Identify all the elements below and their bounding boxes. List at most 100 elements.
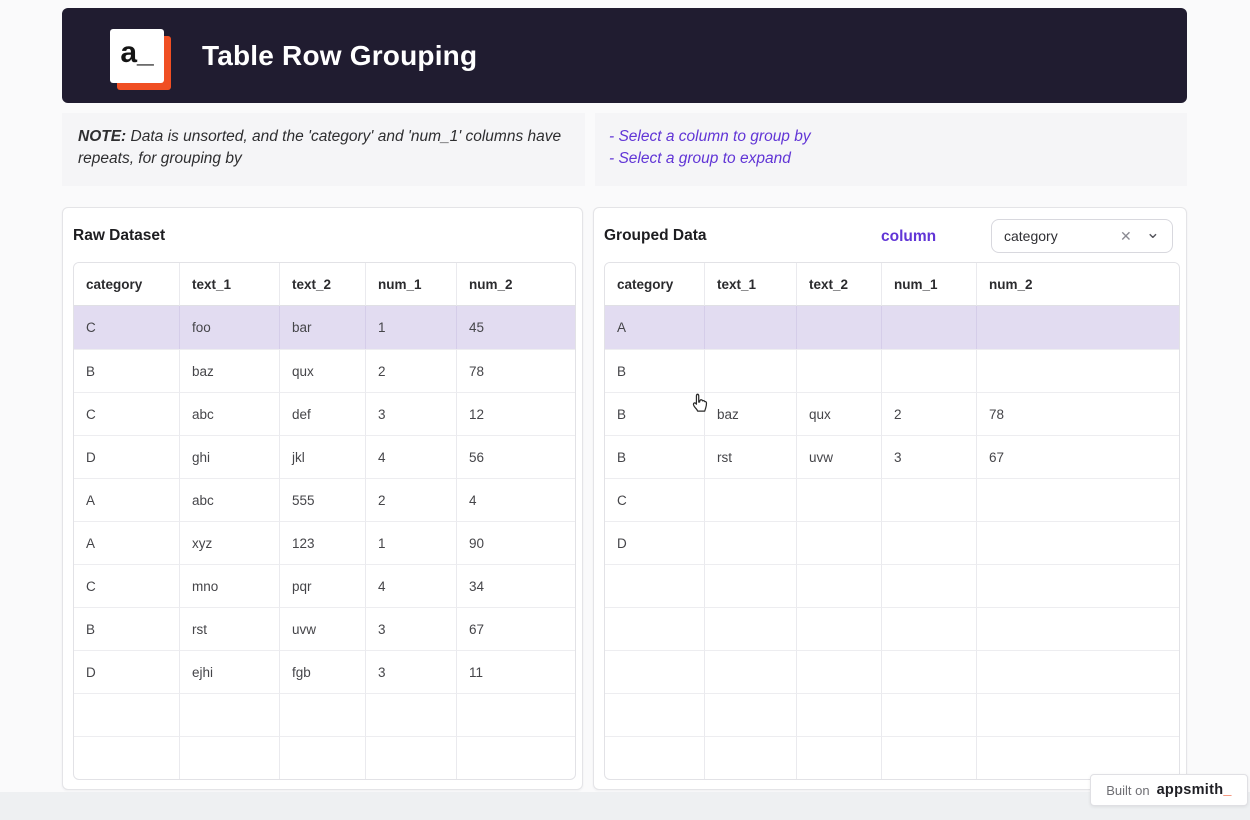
table-cell: [882, 693, 977, 736]
column-header-num_1[interactable]: num_1: [882, 263, 977, 306]
table-cell: 90: [457, 521, 575, 564]
table-cell: 2: [882, 392, 977, 435]
table-row[interactable]: A: [605, 306, 1179, 349]
table-cell: [882, 521, 977, 564]
raw-dataset-title: Raw Dataset: [73, 227, 166, 244]
table-cell: [977, 607, 1179, 650]
table-row[interactable]: D: [605, 521, 1179, 564]
table-cell: A: [74, 521, 180, 564]
appsmith-logo-icon: a_: [110, 28, 164, 83]
table-cell: [797, 736, 882, 779]
table-cell: ghi: [180, 435, 280, 478]
table-cell: rst: [180, 607, 280, 650]
logo-text: a_: [120, 35, 154, 69]
grouped-table-header-row: category text_1 text_2 num_1 num_2: [605, 263, 1179, 306]
note-body: Data is unsorted, and the 'category' and…: [78, 128, 562, 167]
table-cell: 2: [366, 478, 457, 521]
table-cell: 11: [457, 650, 575, 693]
app-header: a_ Table Row Grouping: [62, 8, 1187, 103]
table-row[interactable]: [74, 736, 575, 779]
table-cell: [280, 693, 366, 736]
table-cell: qux: [797, 392, 882, 435]
table-cell: [797, 349, 882, 392]
table-cell: [797, 521, 882, 564]
column-header-category[interactable]: category: [605, 263, 705, 306]
table-row[interactable]: [605, 736, 1179, 779]
table-cell: [280, 736, 366, 779]
column-header-num_2[interactable]: num_2: [457, 263, 575, 306]
table-cell: [705, 564, 797, 607]
column-header-category[interactable]: category: [74, 263, 180, 306]
table-cell: abc: [180, 478, 280, 521]
table-cell: A: [605, 306, 705, 349]
column-header-text_1[interactable]: text_1: [705, 263, 797, 306]
table-cell: 4: [457, 478, 575, 521]
table-row[interactable]: [605, 564, 1179, 607]
table-cell: [605, 564, 705, 607]
table-cell: [605, 693, 705, 736]
built-on-appsmith-badge[interactable]: Built on appsmith_: [1090, 774, 1248, 806]
table-cell: [605, 607, 705, 650]
table-row[interactable]: [74, 693, 575, 736]
table-cell: [882, 736, 977, 779]
column-header-text_1[interactable]: text_1: [180, 263, 280, 306]
table-cell: qux: [280, 349, 366, 392]
instruction-line-1: - Select a column to group by: [609, 128, 811, 145]
note-text: NOTE: Data is unsorted, and the 'categor…: [62, 113, 585, 186]
table-cell: 123: [280, 521, 366, 564]
table-cell: [797, 564, 882, 607]
table-cell: [977, 478, 1179, 521]
table-cell: 555: [280, 478, 366, 521]
column-label: column: [881, 228, 937, 245]
table-cell: C: [605, 478, 705, 521]
table-row[interactable]: [605, 650, 1179, 693]
table-cell: 78: [457, 349, 575, 392]
table-cell: uvw: [280, 607, 366, 650]
column-header-num_2[interactable]: num_2: [977, 263, 1179, 306]
table-cell: 3: [882, 435, 977, 478]
table-cell: [705, 478, 797, 521]
page-title: Table Row Grouping: [202, 39, 478, 71]
column-header-text_2[interactable]: text_2: [280, 263, 366, 306]
table-cell: [457, 693, 575, 736]
table-row[interactable]: B: [605, 349, 1179, 392]
table-cell: 1: [366, 521, 457, 564]
table-cell: [180, 736, 280, 779]
table-cell: ejhi: [180, 650, 280, 693]
table-cell: [705, 736, 797, 779]
table-row[interactable]: C: [605, 478, 1179, 521]
table-cell: 56: [457, 435, 575, 478]
column-header-num_1[interactable]: num_1: [366, 263, 457, 306]
group-by-column-select[interactable]: category ✕ ⌄: [991, 219, 1173, 253]
table-cell: [977, 693, 1179, 736]
table-cell: C: [74, 392, 180, 435]
table-row[interactable]: [605, 607, 1179, 650]
table-cell: foo: [180, 306, 280, 349]
selected-option-label: category: [1004, 228, 1058, 244]
badge-prefix: Built on: [1106, 782, 1150, 798]
table-cell: [74, 693, 180, 736]
clear-selection-icon[interactable]: ✕: [1120, 227, 1132, 244]
table-cell: 78: [977, 392, 1179, 435]
table-row[interactable]: [605, 693, 1179, 736]
instruction-line-2: - Select a group to expand: [609, 149, 791, 167]
table-cell: 12: [457, 392, 575, 435]
table-cell: mno: [180, 564, 280, 607]
column-header-text_2[interactable]: text_2: [797, 263, 882, 306]
table-cell: 3: [366, 650, 457, 693]
table-cell: [705, 521, 797, 564]
table-cell: bar: [280, 306, 366, 349]
table-cell: [882, 478, 977, 521]
